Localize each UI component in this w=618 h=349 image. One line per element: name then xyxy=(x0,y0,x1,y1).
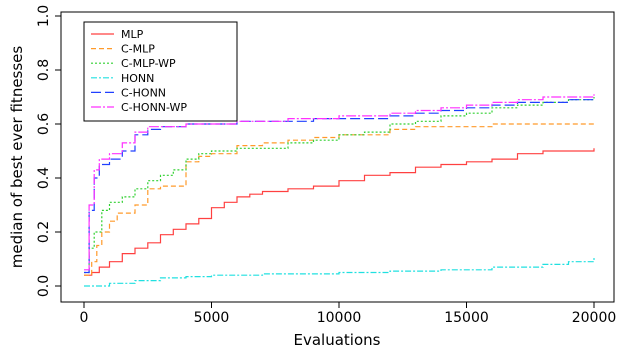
legend-label: HONN xyxy=(121,72,154,85)
series-line-honn xyxy=(84,257,595,287)
y-axis-title: median of best ever fitnesses xyxy=(8,46,26,269)
legend-box xyxy=(83,21,238,122)
x-axis: 0 5000 10000 15000 20000 xyxy=(80,302,617,326)
series-layer xyxy=(84,94,595,287)
legend-label: C-HONN xyxy=(121,86,166,99)
legend-label: C-MLP xyxy=(121,43,155,56)
series-line-mlp xyxy=(84,148,595,276)
y-axis: 0.0 0.2 0.4 0.6 0.8 1.0 xyxy=(36,5,61,297)
legend-label: C-HONN-WP xyxy=(121,101,187,114)
y-tick-label: 0.2 xyxy=(36,221,52,243)
y-tick-label: 0.0 xyxy=(36,275,52,297)
x-axis-title: Evaluations xyxy=(294,331,381,349)
series-line-c-honn-wp xyxy=(84,94,595,271)
legend-label: C-MLP-WP xyxy=(121,57,176,70)
y-tick-label: 0.4 xyxy=(36,167,52,189)
x-tick-label: 20000 xyxy=(572,310,617,326)
y-tick-label: 0.6 xyxy=(36,113,52,135)
series-line-c-mlp xyxy=(84,123,594,276)
x-tick-label: 0 xyxy=(80,310,89,326)
x-tick-label: 10000 xyxy=(317,310,362,326)
series-line-c-mlp-wp xyxy=(84,97,595,274)
legend-label: MLP xyxy=(121,28,144,41)
x-tick-label: 5000 xyxy=(194,310,230,326)
x-tick-label: 15000 xyxy=(444,310,489,326)
y-tick-label: 0.8 xyxy=(36,59,52,81)
y-tick-label: 1.0 xyxy=(36,5,52,27)
plot-frame xyxy=(60,11,615,303)
